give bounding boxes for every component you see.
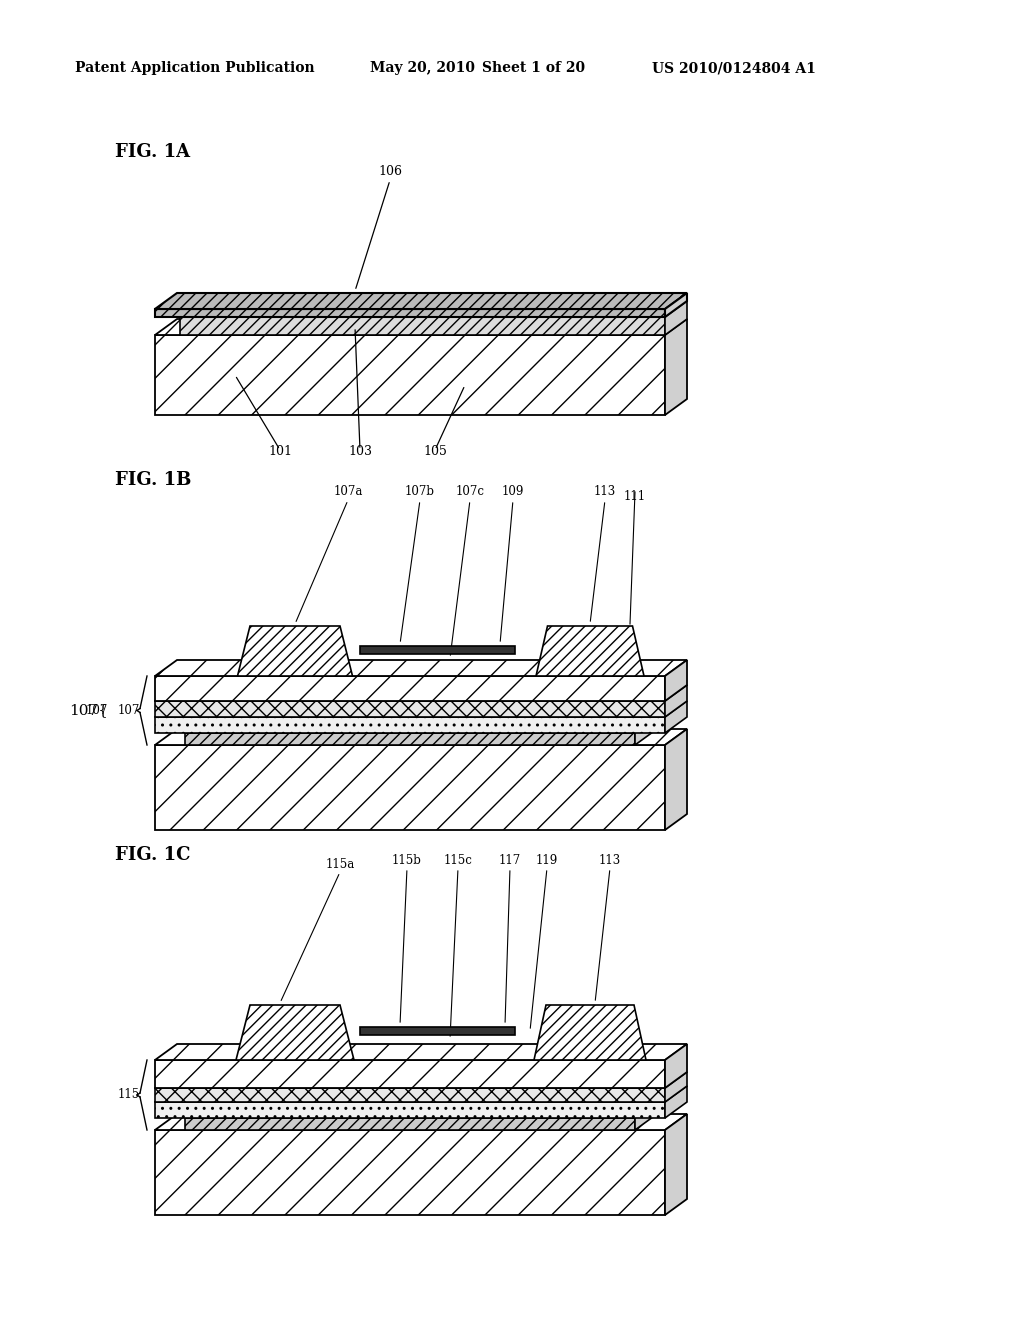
Text: 111: 111 bbox=[624, 490, 646, 503]
Polygon shape bbox=[665, 1044, 687, 1088]
Text: 101: 101 bbox=[268, 445, 292, 458]
Text: FIG. 1C: FIG. 1C bbox=[115, 846, 190, 865]
Polygon shape bbox=[665, 701, 687, 733]
Bar bbox=[185, 733, 635, 744]
Bar bbox=[155, 309, 665, 317]
Text: 107a: 107a bbox=[334, 484, 362, 498]
Polygon shape bbox=[155, 1072, 687, 1088]
Bar bbox=[185, 1118, 635, 1130]
Bar bbox=[155, 676, 665, 701]
Polygon shape bbox=[665, 660, 687, 701]
Text: 107{: 107{ bbox=[70, 704, 108, 718]
Polygon shape bbox=[155, 685, 687, 701]
Text: 109: 109 bbox=[502, 484, 524, 498]
Bar bbox=[155, 717, 665, 733]
Text: 115: 115 bbox=[118, 1089, 140, 1101]
Polygon shape bbox=[155, 319, 687, 335]
Polygon shape bbox=[665, 1086, 687, 1118]
Text: FIG. 1A: FIG. 1A bbox=[115, 143, 190, 161]
Bar bbox=[155, 1130, 665, 1214]
Bar bbox=[360, 645, 515, 653]
Text: 113: 113 bbox=[594, 484, 616, 498]
Polygon shape bbox=[155, 660, 687, 676]
Bar bbox=[155, 1088, 665, 1102]
Polygon shape bbox=[185, 717, 657, 733]
Text: 107b: 107b bbox=[406, 484, 435, 498]
Polygon shape bbox=[665, 729, 687, 830]
Text: 115b: 115b bbox=[392, 854, 422, 867]
Polygon shape bbox=[536, 626, 644, 676]
Polygon shape bbox=[155, 293, 687, 309]
Bar bbox=[155, 701, 665, 717]
Polygon shape bbox=[185, 1102, 657, 1118]
Text: May 20, 2010: May 20, 2010 bbox=[370, 61, 475, 75]
Polygon shape bbox=[665, 293, 687, 317]
Polygon shape bbox=[635, 717, 657, 744]
Polygon shape bbox=[665, 319, 687, 414]
Text: 115c: 115c bbox=[443, 854, 472, 867]
Text: 107: 107 bbox=[118, 704, 140, 717]
Polygon shape bbox=[155, 1044, 687, 1060]
Text: US 2010/0124804 A1: US 2010/0124804 A1 bbox=[652, 61, 816, 75]
Text: 106: 106 bbox=[378, 165, 402, 178]
Bar bbox=[360, 1027, 515, 1035]
Text: 103: 103 bbox=[348, 445, 372, 458]
Text: 113: 113 bbox=[599, 854, 622, 867]
Polygon shape bbox=[180, 301, 687, 317]
Polygon shape bbox=[155, 1114, 687, 1130]
Text: 107: 107 bbox=[86, 704, 108, 717]
Polygon shape bbox=[155, 1086, 687, 1102]
Bar bbox=[155, 1060, 665, 1088]
Polygon shape bbox=[238, 626, 352, 676]
Text: 107c: 107c bbox=[456, 484, 484, 498]
Polygon shape bbox=[155, 729, 687, 744]
Text: 105: 105 bbox=[423, 445, 446, 458]
Bar bbox=[155, 744, 665, 830]
Text: FIG. 1B: FIG. 1B bbox=[115, 471, 191, 488]
Text: Sheet 1 of 20: Sheet 1 of 20 bbox=[482, 61, 585, 75]
Polygon shape bbox=[236, 1005, 354, 1060]
Polygon shape bbox=[665, 685, 687, 717]
Polygon shape bbox=[665, 1114, 687, 1214]
Text: 119: 119 bbox=[536, 854, 558, 867]
Bar bbox=[155, 1102, 665, 1118]
Text: 117: 117 bbox=[499, 854, 521, 867]
Bar bbox=[180, 317, 665, 335]
Polygon shape bbox=[665, 1072, 687, 1102]
Text: 115a: 115a bbox=[326, 858, 354, 871]
Polygon shape bbox=[534, 1005, 646, 1060]
Polygon shape bbox=[635, 1102, 657, 1130]
Polygon shape bbox=[665, 301, 687, 335]
Polygon shape bbox=[155, 701, 687, 717]
Bar bbox=[155, 335, 665, 414]
Text: Patent Application Publication: Patent Application Publication bbox=[75, 61, 314, 75]
